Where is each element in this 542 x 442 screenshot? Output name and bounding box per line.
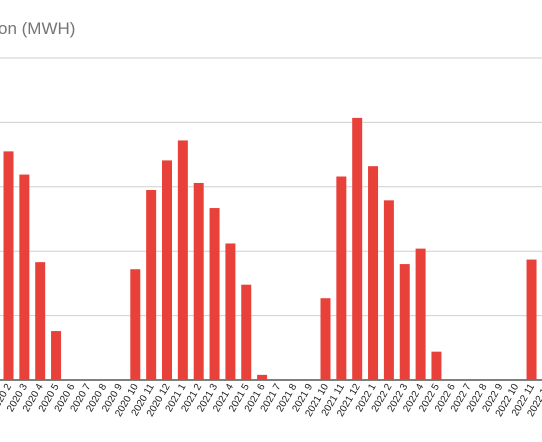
bar-2020-3 <box>19 174 30 380</box>
bar-2020-5 <box>51 331 62 380</box>
bar-2020-2 <box>3 151 14 380</box>
bar-2022-4 <box>415 248 426 380</box>
bar-2022-5 <box>431 351 442 380</box>
chart-title: on (MWH) <box>0 19 76 38</box>
bar-2020-4 <box>35 262 46 380</box>
bar-2021-2 <box>193 182 204 380</box>
bar-2021-10 <box>320 298 331 380</box>
bar-2020-10 <box>130 269 141 380</box>
bar-2022-2 <box>383 200 394 380</box>
bars <box>3 117 537 380</box>
bar-2021-3 <box>209 208 220 380</box>
bar-2021-6 <box>257 374 268 380</box>
bar-2022-1 <box>368 166 379 380</box>
bar-2021-5 <box>241 284 252 380</box>
bar-2021-11 <box>336 176 347 380</box>
bar-2020-11 <box>146 190 157 380</box>
bar-2022-11 <box>526 259 537 380</box>
bar-2020-12 <box>162 160 172 380</box>
bar-2021-4 <box>225 243 236 380</box>
bar-2021-1 <box>177 140 188 380</box>
bar-2022-3 <box>399 264 410 380</box>
bar-2021-12 <box>352 117 363 380</box>
gridlines <box>0 57 542 381</box>
